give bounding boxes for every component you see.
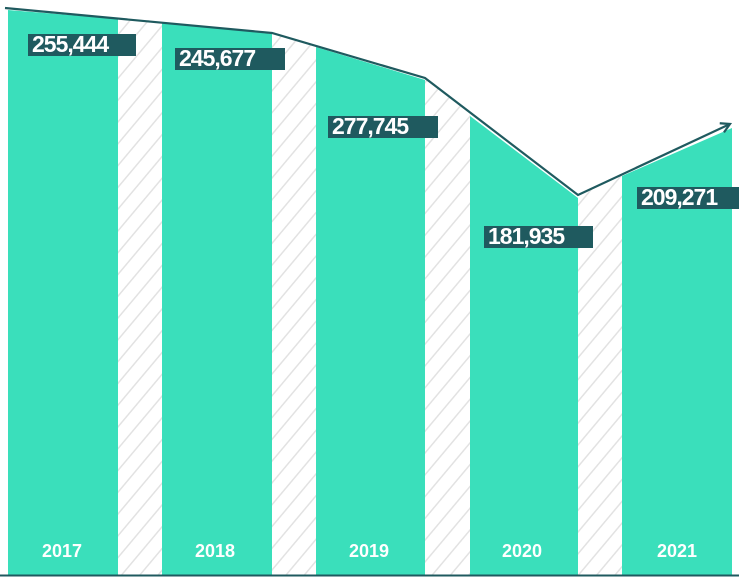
bar	[8, 10, 118, 575]
gap	[272, 33, 316, 575]
label-box	[484, 226, 593, 248]
label-box	[328, 116, 438, 138]
bar	[622, 128, 732, 575]
value-label: 181,935	[488, 223, 565, 249]
value-label: 209,271	[641, 184, 718, 210]
value-label: 255,444	[32, 31, 109, 57]
year-label: 2019	[349, 541, 389, 561]
bar	[470, 116, 578, 575]
bar	[162, 22, 272, 575]
gap	[425, 78, 470, 575]
year-label: 2018	[195, 541, 235, 561]
year-label: 2020	[502, 541, 542, 561]
label-box	[637, 187, 739, 209]
trend-line	[4, 6, 730, 197]
value-label: 277,745	[332, 113, 409, 139]
gap	[578, 172, 622, 575]
year-label: 2021	[657, 541, 697, 561]
label-box	[175, 48, 285, 70]
value-label: 245,677	[179, 45, 255, 71]
year-label: 2017	[42, 541, 82, 561]
label-box	[28, 34, 136, 56]
gap	[118, 18, 162, 575]
bar	[316, 47, 425, 575]
